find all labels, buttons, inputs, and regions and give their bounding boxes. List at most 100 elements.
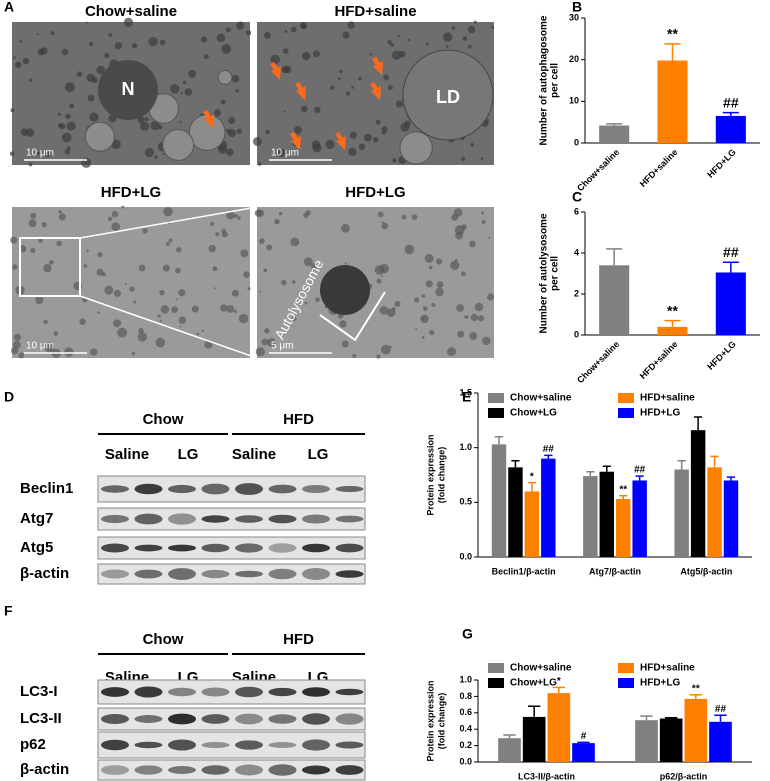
band [168, 713, 196, 725]
texture [137, 116, 145, 124]
band [168, 739, 196, 751]
arrow [203, 110, 214, 128]
x-tick-label: Atg7/β-actin [589, 566, 641, 576]
treatment-label: Saline [232, 446, 276, 463]
y-tick-label: 0 [574, 329, 579, 339]
band [302, 739, 330, 751]
texture [228, 116, 236, 125]
texture [259, 290, 262, 293]
texture [277, 148, 286, 158]
texture [237, 216, 241, 220]
error-bar [494, 435, 504, 445]
error-bar [528, 705, 541, 717]
arrow [290, 132, 301, 150]
texture [148, 37, 158, 47]
bar [674, 469, 689, 557]
texture [377, 211, 384, 218]
legend-label: HFD+LG [640, 678, 681, 689]
texture [283, 48, 289, 54]
texture [470, 142, 474, 147]
significance-label: ** [667, 302, 678, 318]
error-bar [640, 715, 653, 721]
texture [466, 316, 469, 319]
texture [180, 92, 184, 95]
band [168, 687, 196, 697]
texture [101, 272, 106, 277]
texture [144, 117, 149, 122]
texture [243, 271, 250, 278]
texture [491, 25, 495, 29]
scale-bar-label: 10 μm [26, 341, 54, 352]
texture [263, 268, 268, 273]
texture [58, 210, 62, 214]
texture [267, 338, 276, 347]
texture [469, 332, 478, 340]
group-label: HFD [283, 631, 314, 648]
x-tick-label: HFD+LG [705, 147, 738, 180]
texture [184, 88, 193, 96]
texture [421, 294, 426, 298]
texture [451, 26, 456, 31]
bar [707, 467, 722, 557]
band [201, 765, 230, 775]
panel-letter: D [4, 389, 14, 405]
error-bar [722, 261, 739, 273]
texture [41, 222, 47, 228]
band [168, 766, 196, 774]
blot [97, 759, 366, 781]
texture [85, 21, 88, 24]
band [268, 568, 297, 580]
texture [104, 285, 114, 295]
band [101, 569, 129, 579]
band [302, 543, 330, 553]
texture [383, 74, 390, 81]
bar [635, 720, 658, 762]
texture [435, 258, 443, 265]
texture [221, 44, 232, 54]
texture [208, 244, 216, 253]
legend-swatch [488, 408, 504, 418]
texture [454, 225, 465, 235]
texture [240, 249, 249, 258]
error-bar [726, 476, 736, 481]
y-axis-label: (fold change) [436, 693, 446, 750]
texture [381, 126, 388, 133]
texture [236, 21, 245, 30]
bar [657, 326, 688, 335]
bar [616, 499, 631, 557]
texture [303, 257, 313, 267]
y-axis-label: (fold change) [436, 447, 446, 504]
texture [380, 344, 391, 355]
band [335, 713, 364, 725]
texture [44, 342, 55, 353]
legend-label: Chow+saline [510, 663, 572, 674]
texture [381, 131, 386, 135]
micrograph-label: N [122, 79, 135, 99]
bar [522, 716, 546, 762]
texture [451, 213, 459, 221]
band [235, 543, 263, 553]
texture [43, 264, 52, 273]
texture [325, 139, 335, 150]
texture [188, 69, 197, 78]
texture [363, 133, 372, 142]
band [168, 484, 196, 494]
band [134, 686, 163, 698]
texture [470, 313, 478, 322]
texture [376, 278, 382, 284]
texture [210, 221, 215, 226]
y-tick-label: 0.4 [459, 724, 472, 734]
legend-swatch [618, 663, 634, 673]
bar [684, 698, 708, 762]
texture [97, 311, 100, 314]
texture [111, 210, 119, 218]
micrograph-title: HFD+LG [345, 184, 405, 201]
band [101, 714, 129, 724]
lipid-droplet [402, 49, 494, 141]
arrow [295, 82, 306, 100]
x-tick-label: LC3-II/β-actin [518, 771, 575, 781]
texture [300, 22, 307, 29]
band [134, 715, 163, 723]
band [134, 765, 163, 775]
band [235, 515, 263, 523]
